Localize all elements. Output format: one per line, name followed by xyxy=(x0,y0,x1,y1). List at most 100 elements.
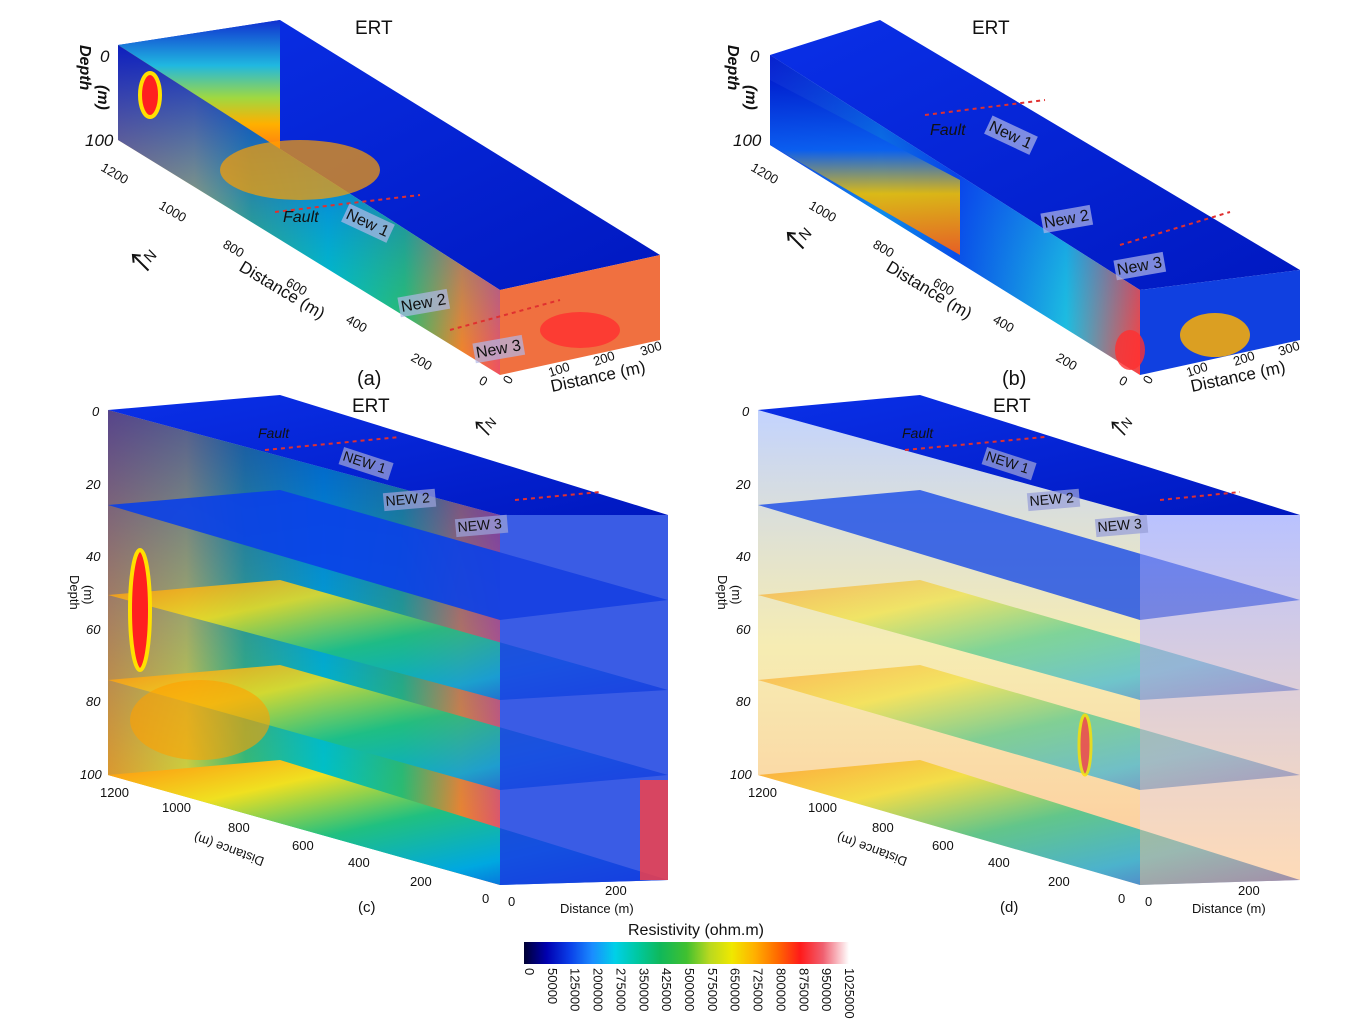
panel-d-caption: (d) xyxy=(1000,899,1018,916)
svg-text:1200: 1200 xyxy=(748,785,777,800)
svg-text:0: 0 xyxy=(1145,894,1152,909)
svg-text:200: 200 xyxy=(1048,874,1070,889)
panel-d-north-arrow: N xyxy=(1111,414,1135,436)
colorbar-tick-label: 875000 xyxy=(796,968,811,1011)
colorbar-tick-label: 950000 xyxy=(819,968,834,1011)
colorbar-tick-label: 200000 xyxy=(591,968,606,1011)
panel-b-y-label: Distance (m) xyxy=(883,257,975,323)
panel-c-y-ticks: 1200 1000 800 600 400 200 0 xyxy=(100,785,489,906)
panel-d-new3-label: NEW 3 xyxy=(1094,514,1149,538)
colorbar: Resistivity (ohm.m) 0 50000 125000 200000 27… xyxy=(522,922,857,1019)
svg-text:NEW 2: NEW 2 xyxy=(1029,489,1075,509)
svg-text:100: 100 xyxy=(546,359,571,380)
colorbar-tick-label: 575000 xyxy=(705,968,720,1011)
panel-c-new2-label: NEW 2 xyxy=(382,488,437,512)
colorbar-tick-label: 275000 xyxy=(613,968,628,1011)
panel-b: ERT 0 100 Depth(m) 1200 1000 800 600 400… xyxy=(724,18,1302,396)
svg-text:N: N xyxy=(796,225,816,245)
panel-c: ERT 0 20 40 60 80 100 Depth(m) 1200 1000… xyxy=(67,395,668,916)
svg-text:N: N xyxy=(141,247,161,267)
panel-d-end-face xyxy=(1140,515,1300,885)
svg-text:0: 0 xyxy=(508,894,515,909)
panel-d-y-ticks: 1200 1000 800 600 400 200 0 xyxy=(748,785,1125,906)
svg-text:400: 400 xyxy=(344,312,370,336)
svg-text:1000: 1000 xyxy=(162,800,191,815)
panel-b-left-face xyxy=(770,80,960,255)
svg-text:800: 800 xyxy=(872,820,894,835)
svg-text:300: 300 xyxy=(638,338,663,359)
svg-text:200: 200 xyxy=(1231,348,1256,369)
panel-b-caption: (b) xyxy=(1002,368,1026,390)
svg-text:0: 0 xyxy=(1118,891,1125,906)
svg-text:400: 400 xyxy=(348,855,370,870)
svg-text:1200: 1200 xyxy=(749,160,782,187)
svg-text:0: 0 xyxy=(500,373,517,387)
panel-d-slice-0 xyxy=(758,395,1300,515)
colorbar-tick-label: 500000 xyxy=(682,968,697,1011)
colorbar-ticks: 0 50000 125000 200000 275000 350000 425000 5000… xyxy=(522,968,857,1019)
svg-text:0: 0 xyxy=(1117,373,1131,390)
colorbar-tick-label: 800000 xyxy=(773,968,788,1011)
svg-text:800: 800 xyxy=(228,820,250,835)
colorbar-tick-label: 425000 xyxy=(659,968,674,1011)
panel-d-depth-label: Depth(m) xyxy=(715,575,744,610)
panel-c-title: ERT xyxy=(352,396,390,417)
svg-text:200: 200 xyxy=(410,874,432,889)
svg-text:100: 100 xyxy=(80,767,102,782)
colorbar-tick-label: 125000 xyxy=(568,968,583,1011)
panel-a-y-label: Distance (m) xyxy=(236,257,328,323)
svg-text:800: 800 xyxy=(221,237,247,261)
panel-b-title: ERT xyxy=(972,18,1010,39)
colorbar-title: Resistivity (ohm.m) xyxy=(628,922,764,939)
svg-text:0: 0 xyxy=(1140,373,1157,387)
svg-text:100: 100 xyxy=(1184,359,1209,380)
svg-text:80: 80 xyxy=(736,694,751,709)
svg-text:1000: 1000 xyxy=(808,800,837,815)
svg-text:N: N xyxy=(482,414,499,431)
svg-text:20: 20 xyxy=(735,477,751,492)
panel-b-top-face xyxy=(770,20,1300,290)
panel-c-y-label: Distance (m) xyxy=(192,830,266,869)
panel-a: ERT 0 100 Depth(m) 1200 1000 800 600 400… xyxy=(76,18,664,396)
panel-b-north-arrow: N xyxy=(786,225,816,250)
svg-text:0: 0 xyxy=(92,404,100,419)
panel-d-fault-label: Fault xyxy=(902,425,934,441)
panel-a-title: ERT xyxy=(355,18,393,39)
panel-b-fault-label: Fault xyxy=(930,122,966,139)
panel-c-fault-label: Fault xyxy=(258,425,290,441)
svg-text:300: 300 xyxy=(1276,338,1301,359)
colorbar-tick-label: 1025000 xyxy=(842,968,857,1019)
svg-text:200: 200 xyxy=(605,883,627,898)
panel-c-end-face xyxy=(500,515,668,885)
panel-a-north-arrow: N xyxy=(131,247,161,272)
colorbar-tick-label: 650000 xyxy=(728,968,743,1011)
panel-b-new3-label: New 3 xyxy=(1113,251,1167,281)
svg-text:0: 0 xyxy=(750,47,760,66)
panel-a-new2-label: New 2 xyxy=(397,288,451,318)
svg-text:0: 0 xyxy=(742,404,750,419)
colorbar-tick-label: 50000 xyxy=(545,968,560,1004)
colorbar-tick-label: 350000 xyxy=(636,968,651,1011)
panel-a-fault-label: Fault xyxy=(283,209,319,226)
svg-text:200: 200 xyxy=(1238,883,1260,898)
svg-text:100: 100 xyxy=(730,767,752,782)
svg-text:1000: 1000 xyxy=(157,198,190,225)
svg-text:600: 600 xyxy=(292,838,314,853)
svg-text:N: N xyxy=(1118,414,1135,431)
panel-d-title: ERT xyxy=(993,396,1031,417)
panel-c-caption: (c) xyxy=(358,899,376,916)
colorbar-tick-label: 0 xyxy=(522,968,537,975)
panel-d-y-label: Distance (m) xyxy=(835,830,909,869)
svg-text:60: 60 xyxy=(736,622,751,637)
panel-c-depth-label: Depth(m) xyxy=(67,575,96,610)
panel-a-depth-label: Depth(m) xyxy=(76,45,111,110)
panel-a-depth-tick-0: 0 xyxy=(100,47,110,66)
panel-b-depth-label: Depth(m) xyxy=(724,45,759,110)
svg-text:1200: 1200 xyxy=(100,785,129,800)
panel-c-new3-label: NEW 3 xyxy=(454,514,509,538)
svg-text:0: 0 xyxy=(477,373,491,390)
svg-text:1000: 1000 xyxy=(807,198,840,225)
panel-d: ERT 0 20 40 60 80 100 Depth(m) 1200 1000… xyxy=(715,395,1300,916)
svg-text:200: 200 xyxy=(1054,350,1080,374)
